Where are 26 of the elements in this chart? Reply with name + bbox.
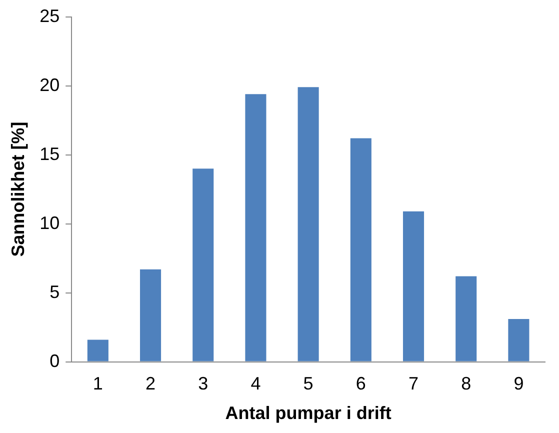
y-tick-label: 25 — [40, 6, 60, 26]
x-tick-label: 1 — [92, 374, 103, 394]
x-axis-title: Antal pumpar i drift — [225, 403, 392, 424]
x-tick-label: 3 — [198, 374, 208, 394]
bar — [87, 340, 108, 362]
bar — [192, 168, 214, 362]
x-tick-label: 2 — [146, 374, 156, 394]
x-tick-label: 5 — [303, 374, 314, 394]
y-tick-label: 10 — [40, 212, 60, 233]
bar — [298, 87, 319, 362]
bar — [245, 94, 266, 362]
bar — [508, 319, 530, 362]
bar — [140, 269, 162, 362]
x-tick-label: 9 — [514, 374, 524, 394]
y-tick-label: 15 — [40, 144, 60, 164]
x-tick-label: 8 — [461, 374, 472, 394]
y-tick-label: 0 — [50, 350, 60, 371]
x-tick-label: 6 — [356, 374, 366, 394]
bar — [402, 211, 424, 362]
y-axis-title: Sannolikhet [%] — [8, 122, 28, 257]
x-tick-label: 4 — [250, 374, 261, 394]
y-tick-label: 20 — [40, 74, 60, 95]
bar — [350, 138, 372, 362]
y-tick-label: 5 — [50, 282, 60, 302]
bar — [456, 276, 477, 362]
x-tick-label: 7 — [408, 374, 419, 394]
